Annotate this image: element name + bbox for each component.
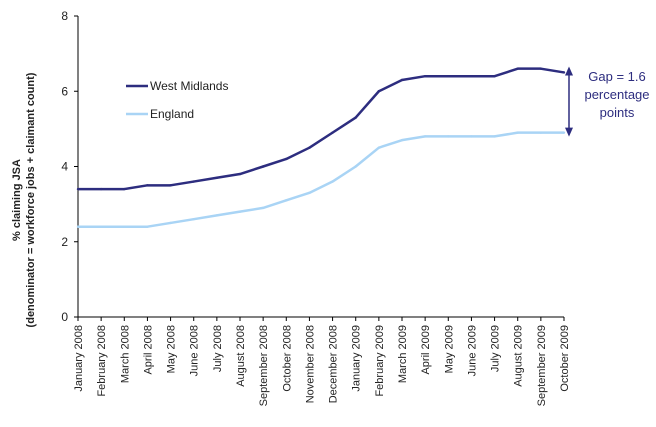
data-point (192, 217, 195, 221)
data-point (562, 131, 566, 134)
data-point (238, 210, 242, 213)
x-tick-label: April 2009 (420, 325, 432, 375)
data-point (146, 225, 149, 228)
gap-annotation-text: percentage (584, 87, 649, 102)
x-tick-label: September 2008 (258, 325, 270, 406)
data-point (562, 71, 566, 74)
y-axis-label-line1: % claiming JSA (11, 159, 23, 241)
data-point (215, 214, 219, 217)
data-point (308, 191, 311, 195)
data-point (285, 157, 288, 161)
x-tick-label: March 2008 (119, 325, 131, 383)
x-tick-label: January 2009 (351, 325, 363, 392)
data-point (539, 67, 543, 70)
data-point (285, 199, 288, 202)
x-tick-label: May 2008 (166, 325, 178, 373)
gap-annotation-text: Gap = 1.6 (588, 69, 645, 84)
x-tick-label: March 2009 (397, 325, 409, 383)
data-point (400, 138, 404, 142)
data-point (169, 221, 172, 225)
legend-label: England (150, 107, 194, 121)
data-point (331, 131, 334, 134)
x-tick-label: June 2008 (189, 325, 201, 376)
x-tick-label: October 2008 (281, 325, 293, 392)
data-point (146, 184, 149, 187)
data-point (447, 75, 450, 78)
data-point (400, 78, 404, 82)
y-tick-label: 0 (61, 310, 68, 324)
data-point (192, 180, 195, 183)
series-lines (76, 67, 566, 228)
x-tick-label: February 2008 (96, 325, 108, 397)
y-tick-label: 8 (61, 9, 68, 23)
data-point (354, 165, 357, 168)
axes (77, 16, 564, 318)
data-point (331, 180, 334, 183)
data-point (76, 225, 80, 228)
gap-arrow-head-down (565, 127, 573, 137)
data-point (261, 206, 265, 210)
x-tick-label: June 2009 (466, 325, 478, 376)
data-point (99, 187, 103, 191)
data-point (99, 225, 103, 228)
data-point (354, 116, 357, 119)
x-tick-label: July 2008 (212, 325, 224, 372)
x-tick-label: January 2008 (73, 325, 85, 392)
data-point (76, 187, 80, 191)
data-point (261, 165, 265, 168)
data-point (215, 176, 219, 179)
gap-annotation-text: points (600, 105, 635, 120)
x-tick-label: July 2009 (490, 325, 502, 372)
data-point (516, 131, 519, 134)
gap-annotation: Gap = 1.6 percentage points (565, 66, 650, 137)
data-point (123, 225, 126, 228)
y-tick-label: 4 (61, 160, 68, 174)
x-tick-label: August 2008 (235, 325, 247, 387)
x-tick-label: April 2008 (142, 325, 154, 375)
x-tick-label: August 2009 (513, 325, 525, 387)
data-point (169, 184, 172, 187)
series-line-england (78, 131, 564, 228)
gap-arrow-head-up (565, 66, 573, 76)
data-point (308, 146, 311, 149)
y-tick-label: 2 (61, 235, 68, 249)
data-point (470, 135, 473, 138)
data-point (493, 75, 496, 78)
data-point (377, 90, 381, 93)
legend-label: West Midlands (150, 79, 228, 93)
x-tick-label: October 2009 (559, 325, 571, 392)
x-tick-label: December 2008 (328, 325, 340, 403)
data-point (377, 146, 381, 149)
x-tick-label: May 2009 (443, 325, 455, 373)
y-tick-label: 6 (61, 84, 68, 98)
y-axis-label: % claiming JSA (denominator = workforce … (11, 72, 37, 327)
legend: West Midlands England (126, 79, 228, 121)
y-axis-label-line2: (denominator = workforce jobs + claimant… (25, 72, 37, 327)
x-tick-label: September 2009 (536, 325, 548, 406)
data-point (447, 135, 450, 138)
series-line-west-midlands (78, 67, 565, 191)
data-point (470, 75, 473, 78)
y-ticks: 0 2 4 6 8 (61, 9, 78, 324)
data-point (423, 135, 427, 138)
x-tick-label: February 2009 (374, 325, 386, 397)
data-point (238, 172, 242, 176)
data-point (539, 131, 543, 134)
x-tick-label: November 2008 (304, 325, 316, 403)
data-point (423, 75, 427, 78)
data-point (123, 187, 126, 191)
data-point (516, 67, 519, 70)
x-ticks: January 2008 February 2008 March 2008 April… (73, 317, 571, 406)
data-point (493, 135, 496, 138)
